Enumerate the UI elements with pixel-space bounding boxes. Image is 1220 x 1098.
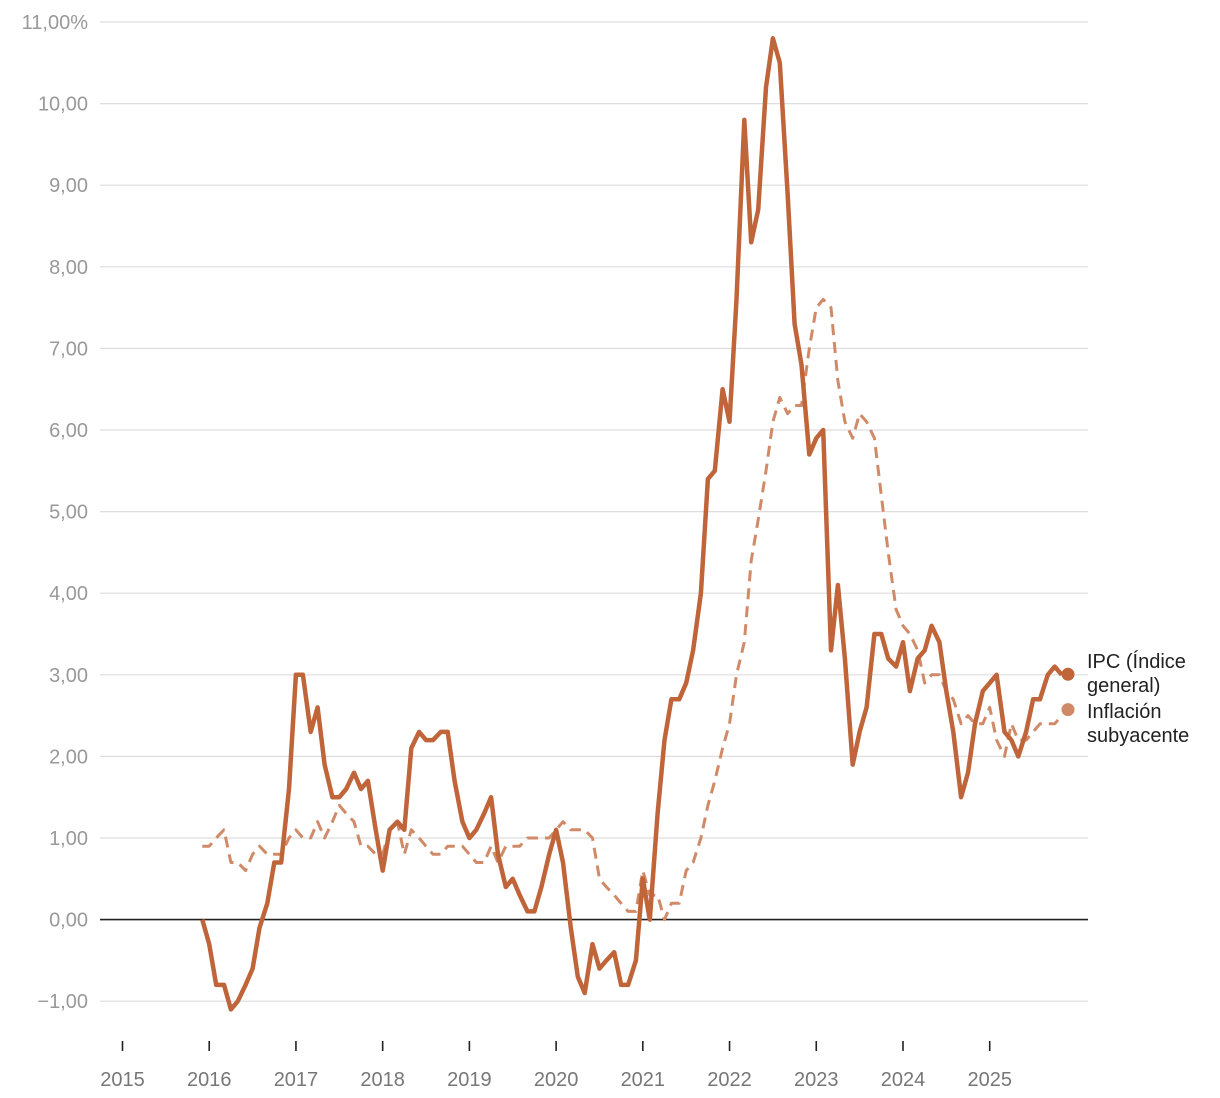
y-tick-label: 6,00 <box>49 420 88 442</box>
cpi-general-line <box>200 36 1064 1012</box>
y-axis-tick-labels: −1,00 0,00 1,00 2,00 3,00 4,00 5,00 6,00 7,00 8,0… <box>22 12 89 1013</box>
y-tick-label: 2,00 <box>49 746 88 768</box>
core-inflation-line <box>202 297 1063 922</box>
x-tick-label: 2023 <box>794 1069 839 1091</box>
core-end-marker <box>1061 703 1075 717</box>
legend-label: IPC (Índice <box>1087 650 1186 673</box>
series-lines <box>200 36 1064 1012</box>
cpi-end-marker <box>1061 667 1075 681</box>
y-tick-label: 3,00 <box>49 665 88 687</box>
x-tick-label: 2022 <box>707 1069 752 1091</box>
x-tick-label: 2025 <box>967 1069 1012 1091</box>
x-tick-label: 2020 <box>534 1069 579 1091</box>
x-tick-label: 2015 <box>100 1069 145 1091</box>
y-tick-label: 9,00 <box>49 175 88 197</box>
y-tick-label: 1,00 <box>49 828 88 850</box>
x-tick-label: 2024 <box>881 1069 926 1091</box>
y-tick-label: 4,00 <box>49 583 88 605</box>
y-tick-label: −1,00 <box>37 991 88 1013</box>
x-tick-label: 2018 <box>360 1069 405 1091</box>
y-tick-label: 0,00 <box>49 910 88 932</box>
y-tick-label: 5,00 <box>49 502 88 524</box>
x-tick-label: 2017 <box>274 1069 319 1091</box>
y-tick-label: 8,00 <box>49 257 88 279</box>
y-tick-label: 11,00% <box>22 12 89 34</box>
y-tick-label: 10,00 <box>38 94 88 116</box>
y-tick-label: 7,00 <box>49 338 88 360</box>
legend-label: subyacente <box>1087 725 1189 747</box>
x-tick-label: 2019 <box>447 1069 492 1091</box>
x-tick-label: 2016 <box>187 1069 232 1091</box>
x-axis: 2015 2016 2017 2018 2019 2020 2021 2022 2023 2024… <box>100 1041 1012 1091</box>
legend-label: general) <box>1087 675 1160 697</box>
x-tick-label: 2021 <box>621 1069 666 1091</box>
gridlines <box>100 21 1088 1002</box>
legend-label: Inflación <box>1087 701 1162 723</box>
